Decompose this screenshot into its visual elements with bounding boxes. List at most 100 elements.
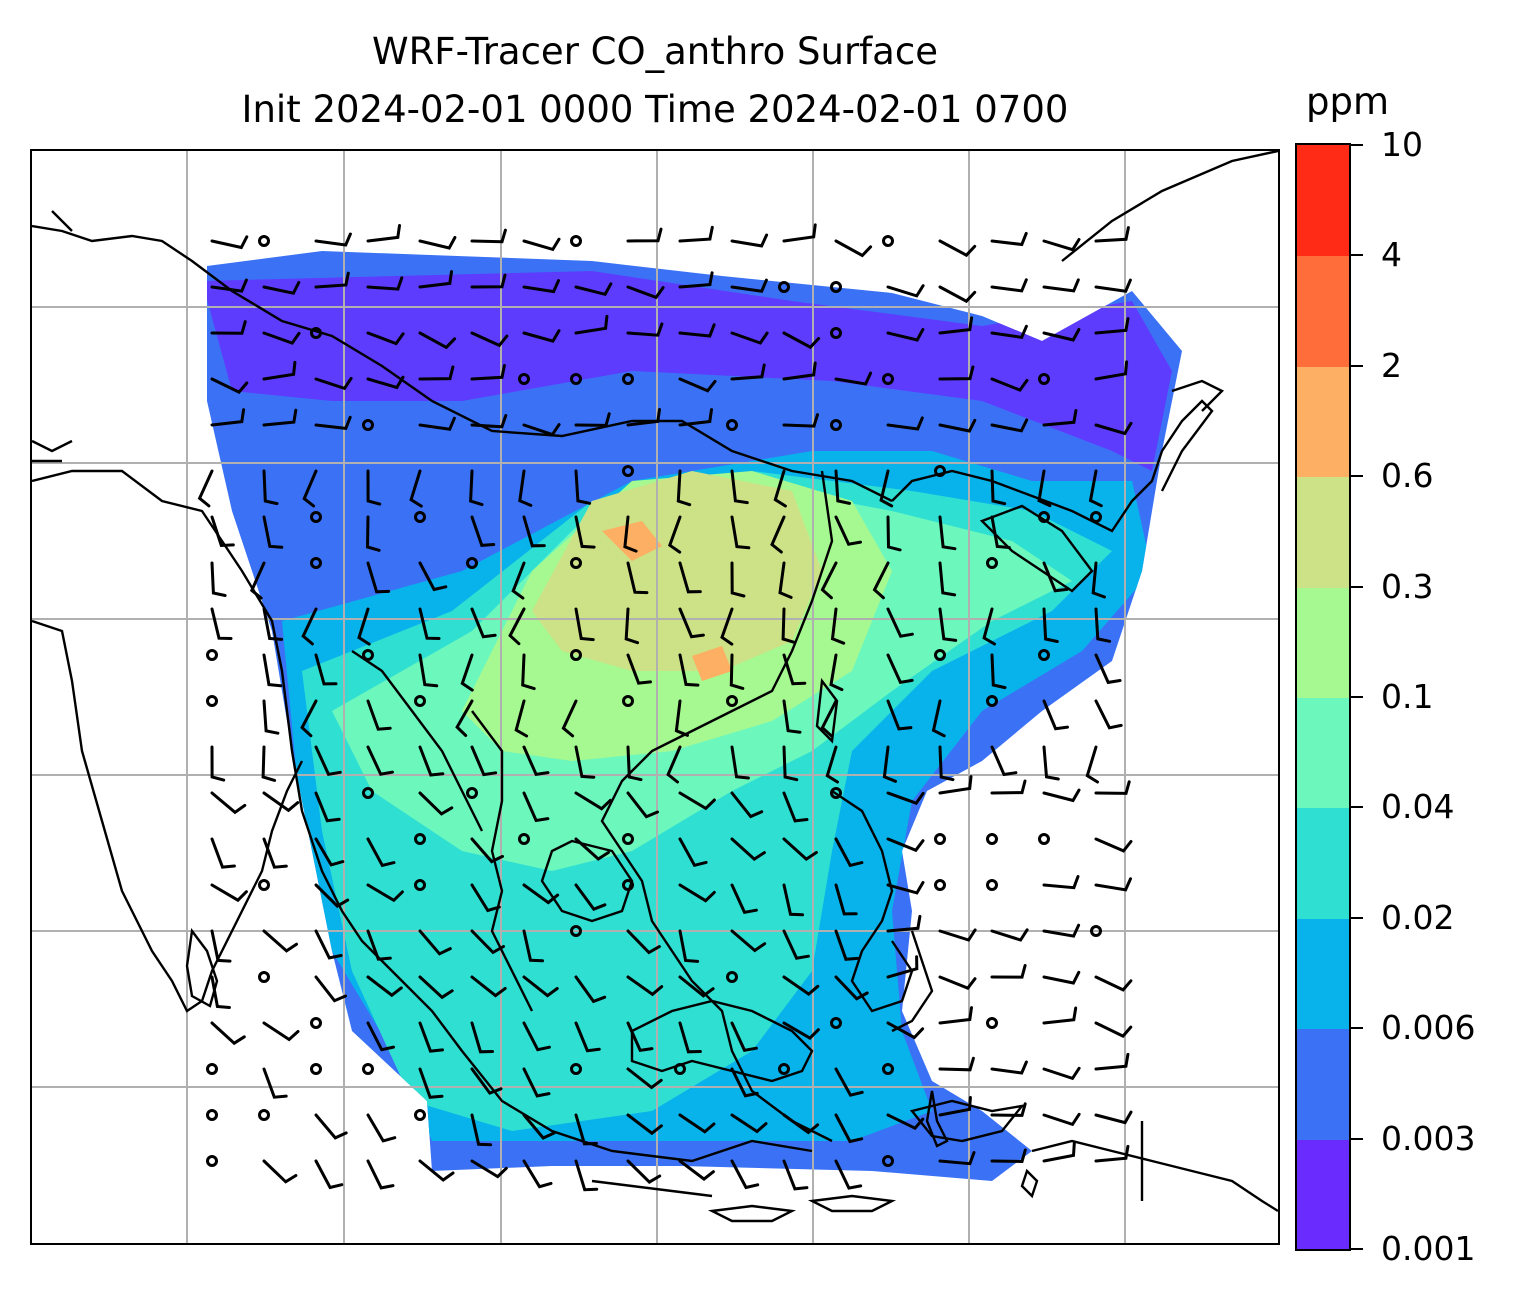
- calm-wind-marker: [1090, 925, 1102, 937]
- wind-barb: [366, 469, 382, 506]
- wind-barb: [210, 561, 227, 597]
- calm-wind-marker: [414, 695, 426, 707]
- wind-barb: [366, 975, 403, 998]
- calm-wind-marker: [362, 649, 374, 661]
- wind-barbs: [197, 223, 1133, 1192]
- wind-barb: [262, 607, 284, 641]
- wind-barb: [938, 561, 957, 597]
- colorbar-segment: [1297, 145, 1349, 257]
- calm-wind-marker: [934, 465, 946, 477]
- calm-wind-marker: [414, 879, 426, 891]
- wind-barb: [470, 364, 506, 381]
- wind-barb: [990, 745, 1018, 777]
- wind-barb: [365, 515, 381, 552]
- wind-barb: [210, 791, 247, 815]
- wind-barb: [982, 607, 996, 646]
- wind-barb: [522, 237, 561, 252]
- wind-barb: [1042, 970, 1081, 985]
- wind-barb: [938, 775, 973, 795]
- wind-barb: [730, 278, 768, 293]
- wind-barb: [210, 515, 235, 548]
- wind-barb: [314, 745, 342, 776]
- calm-wind-marker: [622, 833, 634, 845]
- wind-barb: [990, 653, 1007, 690]
- wind-barb: [931, 699, 946, 738]
- calm-wind-marker: [570, 557, 582, 569]
- wind-barb: [882, 745, 897, 783]
- gridlines: [32, 151, 1278, 1243]
- wind-barb: [1042, 745, 1060, 781]
- wind-barb: [626, 1021, 654, 1053]
- wind-barb: [314, 837, 345, 867]
- wind-barb: [990, 515, 1011, 549]
- calm-wind-marker: [362, 419, 374, 431]
- wind-barb: [938, 745, 955, 782]
- wind-barb: [470, 883, 501, 913]
- wind-barb: [574, 314, 609, 335]
- wind-barb: [366, 224, 401, 243]
- wind-barb: [820, 699, 838, 738]
- wind-barb: [1042, 1066, 1081, 1081]
- wind-barb: [834, 371, 873, 386]
- wind-barb: [366, 561, 391, 594]
- calm-wind-marker: [310, 511, 322, 523]
- wind-barb: [210, 408, 246, 427]
- calm-wind-marker: [622, 373, 634, 385]
- wind-barb: [574, 883, 607, 912]
- colorbar-tick: [1351, 585, 1363, 588]
- wind-barb: [990, 964, 1027, 979]
- wind-barb: [1042, 328, 1081, 342]
- wind-barb: [1085, 745, 1099, 784]
- wind-barb: [522, 1021, 551, 1052]
- calm-wind-marker: [466, 557, 478, 569]
- calm-wind-marker: [1038, 373, 1050, 385]
- colorbar-tick: [1351, 364, 1363, 367]
- calm-wind-marker: [570, 1063, 582, 1075]
- wind-barb: [678, 929, 700, 963]
- wind-barb: [626, 1159, 662, 1184]
- wind-barb: [1094, 1021, 1133, 1038]
- wind-barb: [210, 1021, 246, 1046]
- colorbar-segment: [1297, 255, 1349, 367]
- wind-barb: [1042, 1141, 1076, 1163]
- colorbar-segment: [1297, 1138, 1349, 1249]
- wind-barb: [314, 653, 338, 686]
- wind-barb: [886, 416, 924, 431]
- wind-barb: [886, 881, 925, 895]
- wind-barb: [314, 883, 350, 908]
- wind-barb: [825, 745, 839, 784]
- wind-barb: [262, 360, 297, 381]
- wind-barb: [834, 239, 873, 258]
- wind-barb: [938, 1151, 976, 1166]
- colorbar-units: ppm: [1306, 80, 1390, 123]
- wind-barb: [1094, 360, 1129, 381]
- wind-barb: [886, 1021, 925, 1040]
- wind-barb: [773, 469, 787, 508]
- wind-barb: [522, 329, 561, 343]
- wind-barb: [730, 745, 750, 780]
- wind-barb: [418, 929, 452, 956]
- wind-barb: [418, 365, 455, 381]
- wind-barb: [678, 1113, 716, 1134]
- wind-barb: [262, 1159, 298, 1184]
- wind-barb: [720, 607, 734, 646]
- wind-barb: [990, 278, 1028, 293]
- wind-barb: [314, 376, 353, 391]
- colorbar-segment: [1297, 917, 1349, 1030]
- wind-barb: [1094, 1052, 1130, 1071]
- wind-barb: [574, 515, 596, 549]
- wind-barb: [782, 331, 821, 350]
- calm-wind-marker: [830, 1017, 842, 1029]
- wind-barb: [623, 515, 638, 553]
- wind-barb: [366, 1021, 395, 1052]
- wind-barb: [730, 1067, 759, 1098]
- wind-barb: [508, 607, 526, 646]
- wind-barb: [834, 1067, 864, 1097]
- wind-barb: [262, 929, 298, 953]
- calm-wind-marker: [674, 1063, 686, 1075]
- wind-barb: [262, 653, 283, 688]
- wind-barb: [314, 791, 341, 823]
- field-band-0.6: [602, 521, 732, 681]
- wind-barb: [1088, 469, 1103, 508]
- wind-barb: [574, 837, 610, 861]
